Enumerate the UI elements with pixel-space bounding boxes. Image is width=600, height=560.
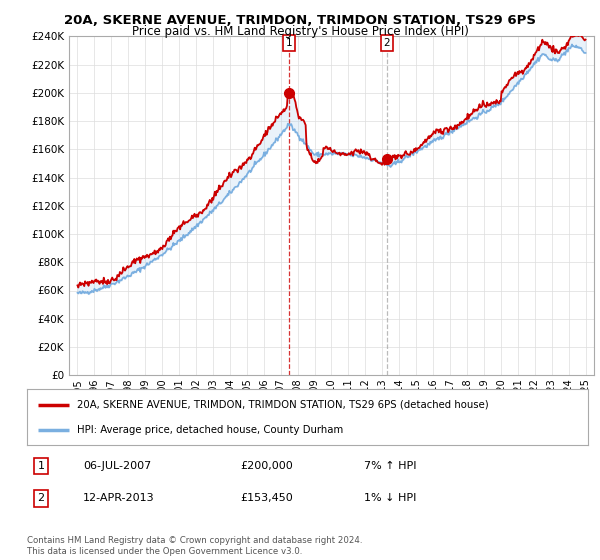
Text: 20A, SKERNE AVENUE, TRIMDON, TRIMDON STATION, TS29 6PS (detached house): 20A, SKERNE AVENUE, TRIMDON, TRIMDON STA… — [77, 400, 489, 410]
Text: £153,450: £153,450 — [240, 493, 293, 503]
Text: 7% ↑ HPI: 7% ↑ HPI — [364, 461, 416, 471]
Text: 1: 1 — [286, 38, 293, 48]
Text: 12-APR-2013: 12-APR-2013 — [83, 493, 155, 503]
Text: 2: 2 — [384, 38, 391, 48]
Text: 1% ↓ HPI: 1% ↓ HPI — [364, 493, 416, 503]
Text: 06-JUL-2007: 06-JUL-2007 — [83, 461, 151, 471]
Text: £200,000: £200,000 — [240, 461, 293, 471]
Text: Price paid vs. HM Land Registry's House Price Index (HPI): Price paid vs. HM Land Registry's House … — [131, 25, 469, 38]
Text: Contains HM Land Registry data © Crown copyright and database right 2024.
This d: Contains HM Land Registry data © Crown c… — [27, 536, 362, 556]
Text: HPI: Average price, detached house, County Durham: HPI: Average price, detached house, Coun… — [77, 424, 344, 435]
Text: 2: 2 — [37, 493, 44, 503]
Text: 1: 1 — [38, 461, 44, 471]
Text: 20A, SKERNE AVENUE, TRIMDON, TRIMDON STATION, TS29 6PS: 20A, SKERNE AVENUE, TRIMDON, TRIMDON STA… — [64, 14, 536, 27]
